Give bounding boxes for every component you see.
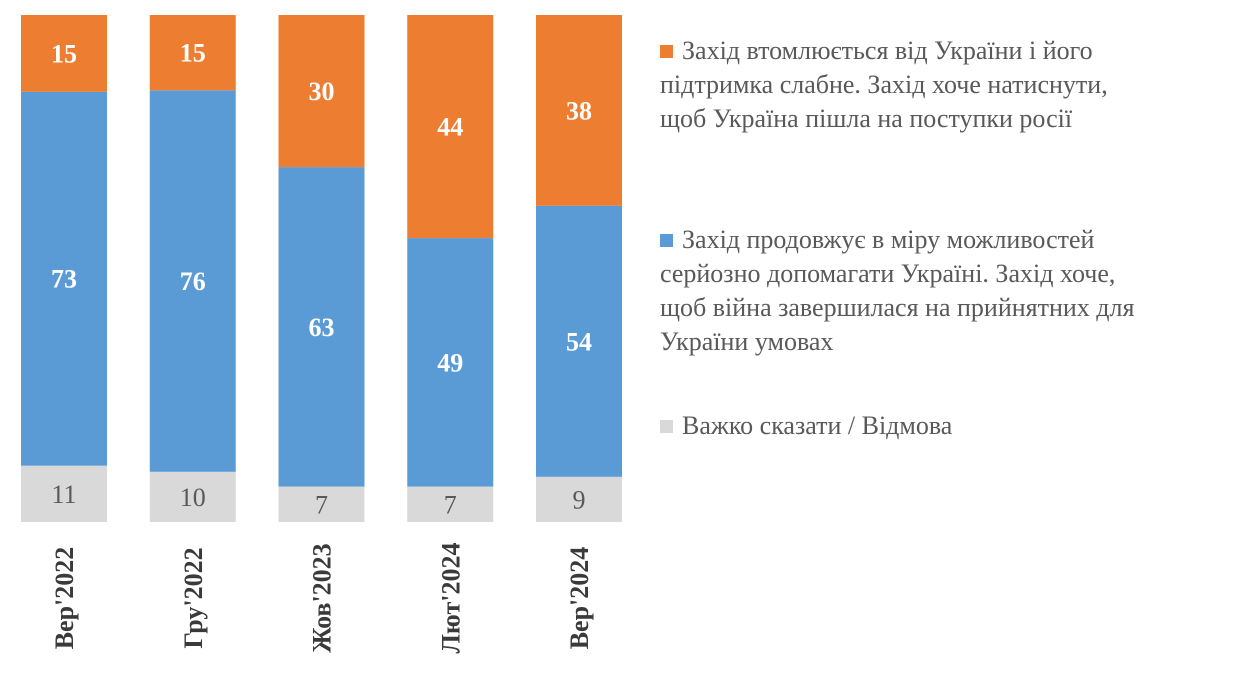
bar-segment-western-fatigue <box>407 15 494 239</box>
data-label-western-fatigue: 15 <box>51 39 77 68</box>
legend-item-western-support: Захід продовжує в міру можливостей серйо… <box>660 223 1230 359</box>
bar-segment-western-fatigue <box>21 15 107 92</box>
bar-segment-hard-to-say <box>278 486 365 522</box>
bar-segment-western-support <box>278 167 365 487</box>
legend-line: Важко сказати / Відмова <box>682 411 953 440</box>
bar-segment-western-fatigue <box>149 15 236 91</box>
bar-segment-hard-to-say <box>407 486 494 522</box>
bar-segment-western-support <box>21 91 107 466</box>
bar-segment-western-support <box>407 238 494 487</box>
data-label-hard-to-say: 7 <box>444 490 457 519</box>
data-label-western-fatigue: 38 <box>566 96 592 125</box>
category-label: Гру'2022 <box>179 547 208 648</box>
bar-segment-western-support <box>149 90 236 472</box>
legend-line: Захід втомлюється від України і його <box>682 36 1093 65</box>
legend-line: Захід продовжує в міру можливостей <box>682 225 1095 254</box>
data-label-western-fatigue: 30 <box>309 77 335 106</box>
bar-segment-western-support <box>536 205 622 477</box>
legend-line: щоб Україна пішла на поступки росії <box>660 104 1073 133</box>
stacked-bar-chart: 11 73 15 Вер'2022 10 76 15 Гру'2022 7 63 30 Жов'202… <box>21 15 622 654</box>
legend-line: підтримка слабне. Захід хоче натиснути, <box>660 70 1108 99</box>
data-label-western-fatigue: 15 <box>180 39 206 68</box>
legend-line: щоб війна завершилася на прийнятних для <box>660 293 1135 322</box>
bar-segment-western-fatigue <box>278 15 365 168</box>
bar-segment-western-fatigue <box>536 15 622 206</box>
bar-segment-hard-to-say <box>21 465 107 522</box>
legend-swatch-orange <box>660 45 673 58</box>
data-label-western-fatigue: 44 <box>437 113 463 142</box>
bar-segment-hard-to-say <box>149 471 236 522</box>
legend-line: серйозно допомагати Україні. Захід хоче, <box>660 259 1116 288</box>
data-label-hard-to-say: 10 <box>180 483 206 512</box>
category-label: Вер'2024 <box>565 547 594 650</box>
legend-item-hard-to-say: Важко сказати / Відмова <box>660 409 1230 443</box>
data-label-western-support: 49 <box>437 348 463 377</box>
data-label-western-support: 54 <box>566 327 592 356</box>
category-label: Жов'2023 <box>308 543 337 652</box>
category-label: Вер'2022 <box>50 547 79 650</box>
data-label-hard-to-say: 7 <box>315 490 328 519</box>
legend-line: України умовах <box>660 327 834 356</box>
data-label-western-support: 76 <box>180 267 206 296</box>
data-label-hard-to-say: 9 <box>573 485 586 514</box>
bar-segment-hard-to-say <box>536 476 622 522</box>
legend-swatch-gray <box>660 420 673 433</box>
data-label-western-support: 63 <box>309 313 335 342</box>
data-label-western-support: 73 <box>51 265 77 294</box>
legend-item-western-fatigue: Захід втомлюється від України і його під… <box>660 34 1230 136</box>
category-label: Лют'2024 <box>436 543 465 654</box>
data-label-hard-to-say: 11 <box>51 480 76 509</box>
legend-swatch-blue <box>660 234 673 247</box>
